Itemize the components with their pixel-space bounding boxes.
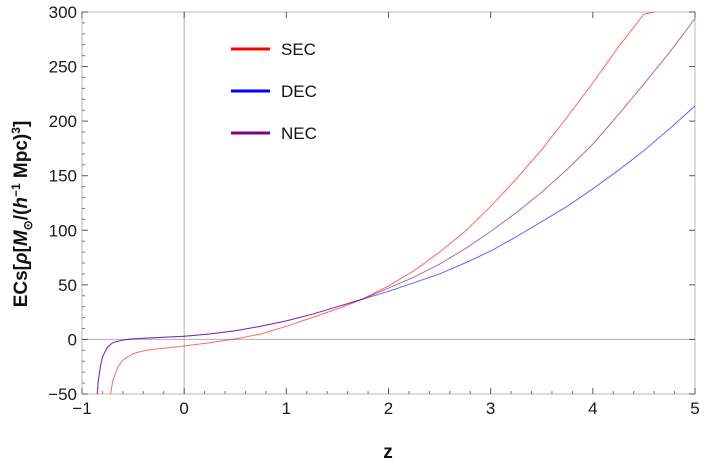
x-tick-label: 2 xyxy=(384,399,393,418)
y-ticks: −50 0 50 100 150 200 250 300 xyxy=(48,3,695,404)
x-tick-label: 1 xyxy=(282,399,291,418)
y-tick-label: 100 xyxy=(49,221,77,240)
legend-label-dec: DEC xyxy=(281,82,317,101)
y-axis-title: ECs[ρ[M⊙/(h−1 Mpc)3] xyxy=(9,121,35,308)
y-tick-label: 300 xyxy=(49,3,77,22)
series-line-sec xyxy=(110,12,655,394)
x-tick-label: 4 xyxy=(588,399,597,418)
legend-label-sec: SEC xyxy=(281,40,316,59)
x-tick-label: 5 xyxy=(690,399,699,418)
y-tick-label: 250 xyxy=(49,58,77,77)
x-tick-label: −1 xyxy=(72,399,91,418)
series-line-dec xyxy=(96,105,695,394)
legend: SEC DEC NEC xyxy=(231,40,317,143)
y-tick-label: 150 xyxy=(49,167,77,186)
x-ticks: −1 0 1 2 3 4 5 xyxy=(72,12,700,418)
series-line-nec xyxy=(96,18,695,394)
y-tick-label: 200 xyxy=(49,112,77,131)
y-tick-label: 0 xyxy=(68,330,77,349)
y-tick-label: −50 xyxy=(48,385,77,404)
y-tick-label: 50 xyxy=(58,276,77,295)
x-tick-label: 0 xyxy=(179,399,188,418)
series-layer xyxy=(96,12,695,394)
x-tick-label: 3 xyxy=(486,399,495,418)
legend-label-nec: NEC xyxy=(281,124,317,143)
x-axis-title: z xyxy=(383,442,393,463)
